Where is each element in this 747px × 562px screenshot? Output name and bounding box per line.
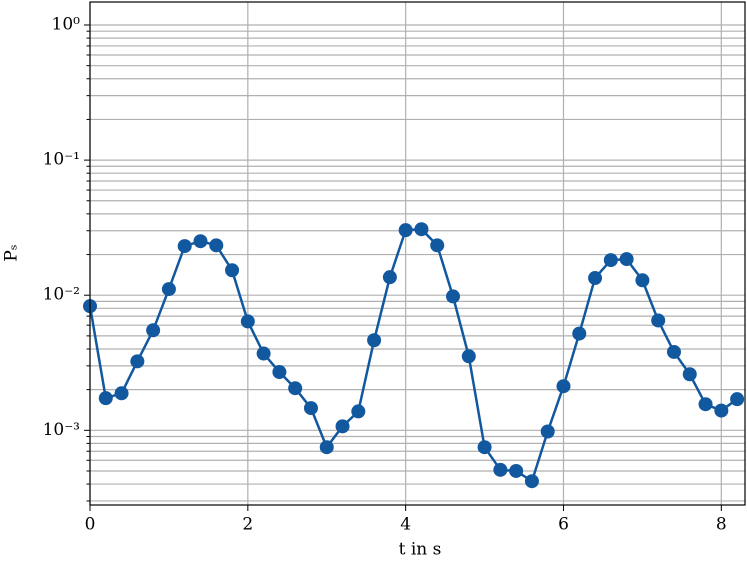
data-point (256, 346, 271, 361)
data-point (351, 404, 366, 419)
data-point (698, 397, 713, 412)
data-point (603, 253, 618, 268)
data-point (209, 238, 224, 253)
data-point (146, 323, 161, 338)
data-point (303, 401, 318, 416)
data-point (414, 222, 429, 237)
data-point (225, 263, 240, 278)
data-point (714, 403, 729, 418)
data-point (730, 392, 745, 407)
data-point (382, 270, 397, 285)
x-tick-label: 8 (716, 515, 727, 535)
data-point (130, 354, 145, 369)
data-point (114, 386, 129, 401)
y-tick-label: 10⁻³ (43, 420, 80, 440)
data-point (588, 271, 603, 286)
data-point (98, 391, 113, 406)
data-point (509, 463, 524, 478)
data-point (635, 273, 650, 288)
data-point (651, 313, 666, 328)
x-tick-label: 6 (558, 515, 569, 535)
data-point (240, 314, 255, 329)
x-tick-label: 4 (400, 515, 411, 535)
x-tick-label: 2 (242, 515, 253, 535)
data-point (619, 252, 634, 267)
plot-frame (89, 1, 746, 506)
data-point (161, 282, 176, 297)
data-point (272, 365, 287, 380)
data-point (572, 326, 587, 341)
x-axis-label: t in s (399, 540, 442, 560)
data-point (446, 289, 461, 304)
data-point (177, 239, 192, 254)
data-point (398, 223, 413, 238)
data-point (493, 462, 508, 477)
data-point (682, 367, 697, 382)
data-point (461, 349, 476, 364)
data-point (367, 333, 382, 348)
y-axis-label: Pₛ (2, 244, 22, 261)
data-point (524, 474, 539, 489)
y-tick-label: 10⁻¹ (43, 150, 80, 170)
data-point (556, 379, 571, 394)
data-point (540, 424, 555, 439)
data-point (319, 440, 334, 455)
data-point (430, 238, 445, 253)
data-point (335, 419, 350, 434)
data-point (666, 344, 681, 359)
x-tick-label: 0 (85, 515, 96, 535)
data-point (193, 234, 208, 249)
y-tick-label: 10⁰ (52, 15, 81, 35)
y-tick-label: 10⁻² (43, 285, 80, 305)
data-point (477, 440, 492, 455)
data-point (288, 381, 303, 396)
